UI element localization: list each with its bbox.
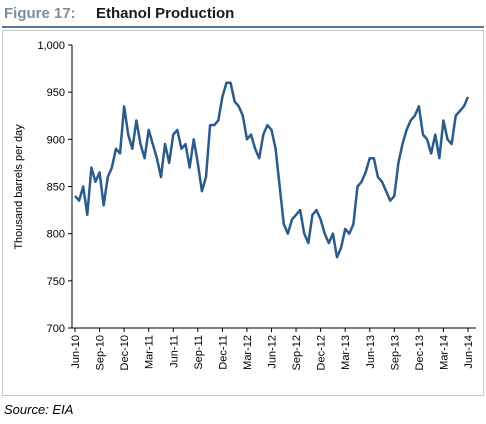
source-note: Source: EIA [4,402,73,417]
x-tick-label: Jun-13 [365,335,377,369]
x-tick-label: Dec-12 [316,335,328,370]
x-tick-label: Jun-11 [168,335,180,368]
x-tick-label: Jun-10 [70,335,82,369]
x-tick-label: Dec-11 [217,335,229,370]
x-tick-label: Mar-14 [438,335,450,370]
x-tick-label: Sep-11 [193,335,205,370]
y-tick-label: 750 [47,276,65,288]
title-prefix: Figure 17: [4,5,76,22]
x-tick-label: Dec-10 [119,335,131,370]
chart-title: Ethanol Production [96,5,234,22]
y-tick-label: 950 [47,87,65,99]
x-tick-label: Jun-14 [463,335,475,369]
chart-frame [2,30,484,396]
x-tick-label: Sep-13 [389,335,401,370]
y-tick-label: 900 [47,134,65,146]
x-tick-label: Jun-12 [267,335,279,369]
data-line [74,81,470,259]
x-tick-label: Sep-12 [291,335,303,370]
y-tick-label: 700 [47,323,65,335]
y-tick-label: 1,000 [37,40,65,52]
x-tick-label: Dec-13 [414,335,426,370]
y-axis-label: Thousand barrels per day [13,124,25,250]
x-tick-label: Mar-13 [340,335,352,370]
y-tick-label: 800 [47,229,65,241]
x-tick-label: Mar-12 [242,335,254,370]
x-tick-label: Sep-10 [95,335,107,370]
y-tick-label: 850 [47,182,65,194]
x-tick-label: Mar-11 [144,335,156,369]
